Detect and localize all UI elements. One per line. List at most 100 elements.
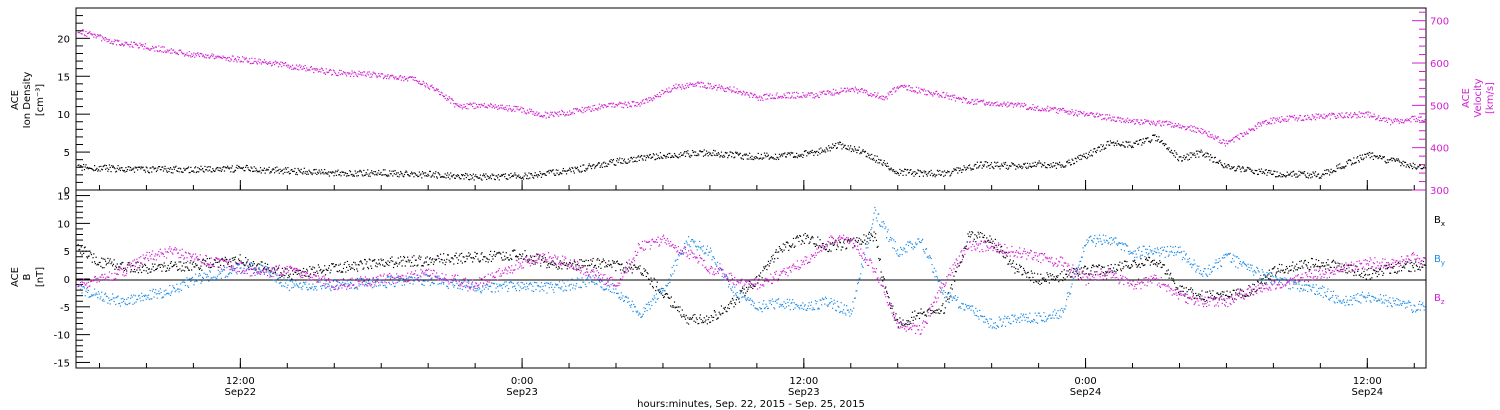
velocity-series-point [330, 70, 331, 71]
velocity-series-point [135, 43, 136, 44]
density-series-point [218, 170, 219, 171]
velocity-series-point [1144, 119, 1145, 120]
density-series-point [318, 173, 319, 174]
density-series-point [1069, 162, 1070, 163]
velocity-series-point [679, 84, 680, 85]
density-series-point [343, 172, 344, 173]
bx-series-point [840, 242, 841, 243]
velocity-series-point [517, 106, 518, 107]
bx-series-point [1068, 270, 1069, 271]
density-series-point [445, 173, 446, 174]
bx-series-point [1014, 272, 1015, 273]
density-series-point [224, 170, 225, 171]
velocity-series-point [1116, 120, 1117, 121]
bx-series-point [1032, 273, 1033, 274]
density-series-point [247, 167, 248, 168]
bx-series-point [457, 263, 458, 264]
velocity-series-point [480, 107, 481, 108]
bx-series-point [521, 256, 522, 257]
bx-series-point [972, 232, 973, 233]
velocity-series-point [413, 79, 414, 80]
density-series-point [434, 173, 435, 174]
density-series-point [1213, 161, 1214, 162]
velocity-series-point [663, 93, 664, 94]
velocity-series-point [719, 84, 720, 85]
bx-series-point [504, 256, 505, 257]
bx-series-point [450, 261, 451, 262]
density-series-point [888, 166, 889, 167]
velocity-series-point [676, 88, 677, 89]
density-series-point [1190, 152, 1191, 153]
bx-series-point [999, 251, 1000, 252]
bx-series-point [181, 270, 182, 271]
velocity-series-point [1119, 120, 1120, 121]
density-series-point [999, 168, 1000, 169]
velocity-series-point [407, 80, 408, 81]
density-series-point [855, 148, 856, 149]
bx-series-point [103, 267, 104, 268]
velocity-series-point [617, 105, 618, 106]
density-series-point [590, 166, 591, 167]
density-series-point [958, 167, 959, 168]
velocity-series-point [531, 109, 532, 110]
velocity-series-point [150, 50, 151, 51]
velocity-series-point [348, 72, 349, 73]
bx-series-point [715, 314, 716, 315]
bx-series-point [576, 268, 577, 269]
density-series-point [1399, 162, 1400, 163]
bx-series-point [521, 258, 522, 259]
velocity-series-point [583, 109, 584, 110]
bx-series-point [598, 266, 599, 267]
velocity-series-point [322, 68, 323, 69]
velocity-series-point [358, 73, 359, 74]
density-series-point [161, 169, 162, 170]
density-series-point [1396, 158, 1397, 159]
velocity-series-point [384, 77, 385, 78]
density-series-point [1267, 172, 1268, 173]
density-series-point [279, 169, 280, 170]
bx-series-point [1048, 276, 1049, 277]
density-series-point [820, 147, 821, 148]
velocity-series-point [539, 112, 540, 113]
density-series-point [593, 164, 594, 165]
density-series-point [997, 162, 998, 163]
velocity-series-point [974, 101, 975, 102]
bx-series-point [776, 249, 777, 250]
bx-series-point [756, 276, 757, 277]
bx-series-point [471, 257, 472, 258]
velocity-series-point [1108, 117, 1109, 118]
density-series-point [472, 177, 473, 178]
density-series-point [662, 158, 663, 159]
density-series-point [893, 169, 894, 170]
bx-series-point [938, 312, 939, 313]
velocity-series-point [834, 93, 835, 94]
velocity-series-point [862, 88, 863, 89]
bx-series-point [719, 312, 720, 313]
velocity-series-point [882, 99, 883, 100]
velocity-series-point [806, 96, 807, 97]
bx-series-point [425, 258, 426, 259]
density-series-point [359, 171, 360, 172]
density-series-point [335, 170, 336, 171]
velocity-series-point [749, 97, 750, 98]
bx-series-point [647, 272, 648, 273]
bx-series-point [593, 267, 594, 268]
bx-series-point [865, 243, 866, 244]
density-series-point [136, 167, 137, 168]
velocity-series-point [1257, 124, 1258, 125]
density-series-point [934, 174, 935, 175]
density-series-point [1198, 156, 1199, 157]
bx-series-point [400, 256, 401, 257]
velocity-series-point [1328, 114, 1329, 115]
velocity-series-point [1384, 117, 1385, 118]
density-series-point [159, 166, 160, 167]
bx-series-point [704, 317, 705, 318]
density-series-point [636, 161, 637, 162]
density-series-point [260, 167, 261, 168]
bx-series-point [621, 263, 622, 264]
velocity-series-point [142, 46, 143, 47]
density-series-point [638, 155, 639, 156]
density-series-point [1081, 159, 1082, 160]
velocity-series-point [438, 91, 439, 92]
bx-series-point [878, 258, 879, 259]
